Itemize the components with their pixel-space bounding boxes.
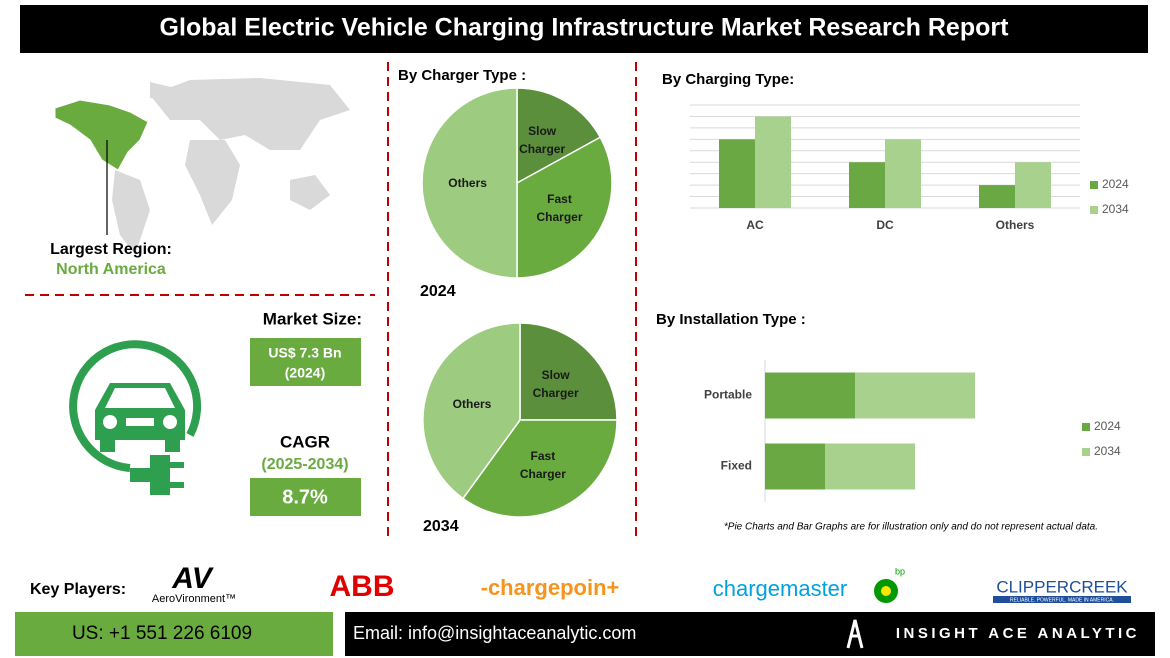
- abb-logo: ABB: [330, 570, 395, 603]
- phone-box: [15, 612, 333, 656]
- legend-swatch: [1090, 206, 1098, 214]
- ev-icon: [69, 340, 202, 495]
- clippercreek-logo: CLIPPERCREEK: [996, 577, 1128, 596]
- pie-year: 2024: [420, 283, 456, 300]
- market-size-year: (2024): [285, 365, 325, 381]
- legend-swatch: [1082, 423, 1090, 431]
- pie-slice: [421, 87, 518, 279]
- legend-label: 2034: [1094, 444, 1121, 458]
- brand-icon: [846, 619, 864, 649]
- cagr-value: 8.7%: [282, 486, 328, 508]
- av-logo: AV: [171, 562, 214, 595]
- bar: [849, 162, 885, 208]
- pie-slice: [422, 322, 521, 500]
- legend-label: 2024: [1094, 419, 1121, 433]
- bar: [825, 443, 915, 490]
- x-tick-label: DC: [876, 218, 894, 232]
- phone: US: +1 551 226 6109: [72, 623, 252, 644]
- legend-swatch: [1090, 181, 1098, 189]
- bar: [719, 139, 755, 208]
- market-size-value: US$ 7.3 Bn: [268, 345, 341, 361]
- x-tick-label: Others: [996, 218, 1035, 232]
- bp-text: bp: [895, 566, 905, 576]
- bar: [885, 139, 921, 208]
- pie-slice: [516, 87, 602, 185]
- key-players-label: Key Players:: [30, 581, 126, 598]
- email: Email: info@insightaceanalytic.com: [353, 623, 636, 643]
- legend-label: 2034: [1102, 202, 1129, 216]
- cagr-box: [250, 478, 361, 516]
- x-tick-label: AC: [746, 218, 764, 232]
- market-size-box: [250, 338, 361, 386]
- cagr-period: (2025-2034): [261, 456, 348, 473]
- bar: [1015, 162, 1051, 208]
- slice-label: Fast Charger: [536, 192, 583, 225]
- chart-title: By Installation Type :: [656, 311, 806, 328]
- slice-label: Others: [452, 397, 492, 412]
- north-america: [54, 99, 149, 171]
- market-size-label: Market Size:: [263, 309, 362, 328]
- slice-label: Fast Charger: [519, 448, 566, 481]
- slice-label: Slow Charger: [519, 124, 566, 157]
- pie-slice: [519, 322, 618, 421]
- clipper-tagline: RELIABLE. POWERFUL. MADE IN AMERICA.: [1010, 597, 1114, 603]
- bar: [755, 116, 791, 208]
- legend-label: 2024: [1102, 177, 1129, 191]
- chargemaster-logo: chargemaster: [713, 576, 848, 601]
- slice-label: Slow Charger: [532, 368, 579, 401]
- pie-slice: [461, 419, 618, 518]
- bp-logo-center: [881, 586, 891, 596]
- pie-slice: [516, 136, 613, 279]
- chart-title: By Charging Type:: [662, 71, 794, 88]
- world-map: [112, 78, 350, 255]
- bar: [855, 372, 975, 419]
- cagr-label: CAGR: [280, 432, 330, 451]
- clipper-band: [993, 596, 1131, 603]
- title: Global Electric Vehicle Charging Infrast…: [160, 14, 1010, 42]
- y-tick-label: Portable: [704, 388, 752, 402]
- note: *Pie Charts and Bar Graphs are for illus…: [724, 522, 1098, 533]
- region-value: North America: [56, 261, 166, 278]
- brand: INSIGHT ACE ANALYTIC: [896, 625, 1140, 642]
- y-tick-label: Fixed: [721, 459, 752, 473]
- bar: [765, 372, 855, 419]
- bar: [979, 185, 1015, 208]
- footer-bar: [345, 612, 1155, 656]
- region-label: Largest Region:: [50, 241, 172, 258]
- chargepoint-logo: -chargepoin+: [481, 575, 620, 600]
- title-bar: [20, 5, 1148, 53]
- av-name: AeroVironment™: [152, 593, 236, 605]
- slice-label: Others: [448, 176, 487, 190]
- legend-swatch: [1082, 448, 1090, 456]
- chart-title: By Charger Type :: [398, 67, 526, 84]
- dividers: [25, 62, 637, 540]
- pie-year: 2034: [423, 518, 459, 535]
- bar: [765, 443, 825, 490]
